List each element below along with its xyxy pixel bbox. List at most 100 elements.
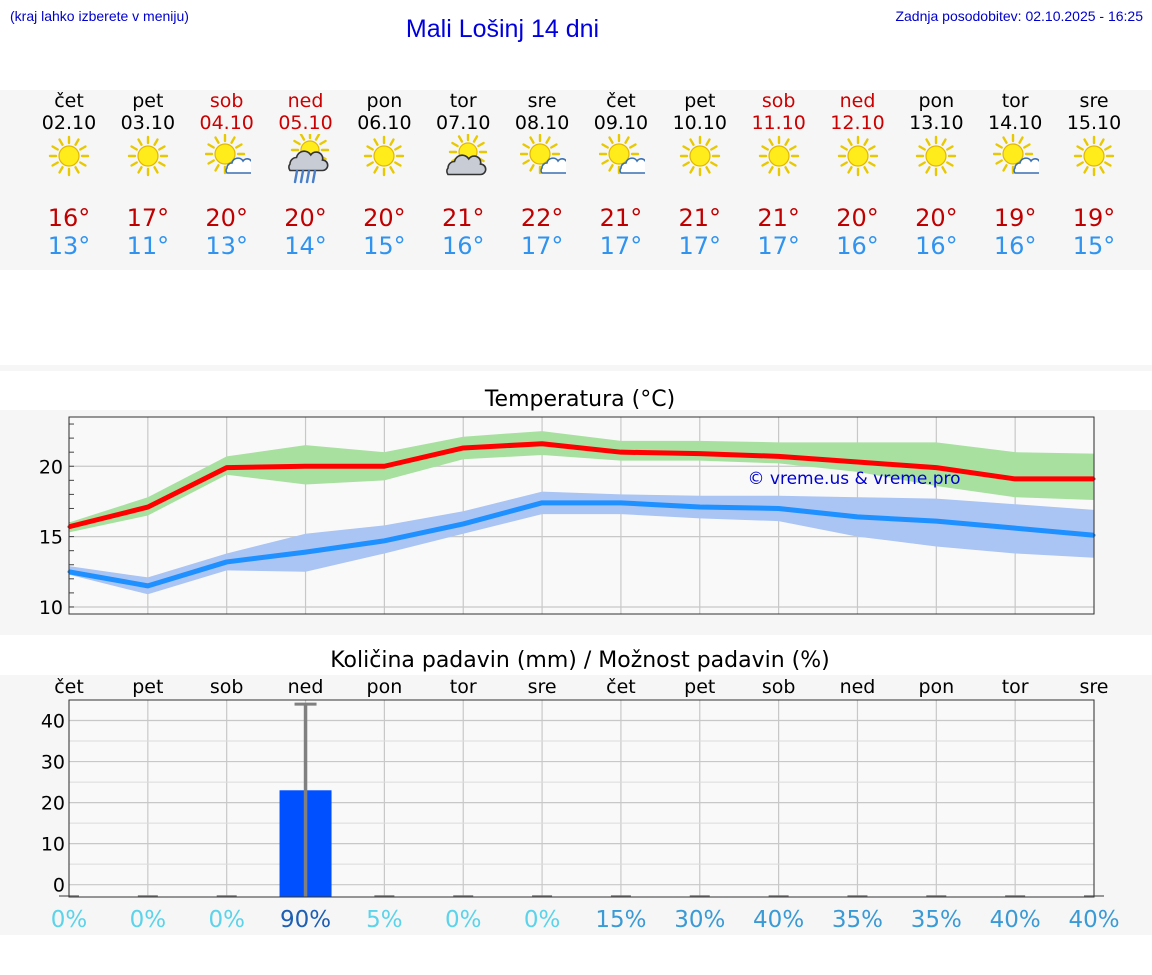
day-name: sre xyxy=(527,90,557,112)
day-column: pon 06.10 20° 15° xyxy=(344,90,424,260)
sun-icon xyxy=(660,134,740,196)
max-temperature-point xyxy=(777,454,781,458)
min-temperature: 15° xyxy=(363,232,406,260)
min-temperature-point xyxy=(698,505,702,509)
x-category-label: ned xyxy=(288,676,324,698)
day-name: ned xyxy=(287,90,324,112)
x-category-label: pon xyxy=(367,676,403,698)
precipitation-probability-label: 40% xyxy=(753,907,804,933)
min-temperature: 11° xyxy=(126,232,170,260)
day-column: pet 10.10 21° 17° xyxy=(660,90,740,260)
max-temperature-point xyxy=(1013,477,1017,481)
min-temperature: 17° xyxy=(678,232,722,260)
x-category-label: tor xyxy=(1002,676,1029,698)
min-temperature: 17° xyxy=(757,232,800,260)
max-temperature: 20° xyxy=(205,204,248,232)
cloud-sun-icon xyxy=(423,134,503,196)
min-temperature: 17° xyxy=(520,232,564,260)
day-column: čet 09.10 21° 17° xyxy=(581,90,661,260)
day-date: 04.10 xyxy=(199,112,254,134)
max-temperature: 21° xyxy=(599,204,643,232)
max-temperature: 20° xyxy=(363,204,406,232)
y-tick-label: 10 xyxy=(39,597,63,619)
day-date: 14.10 xyxy=(987,112,1043,134)
precipitation-probability-label: 15% xyxy=(595,907,646,933)
day-column: sre 15.10 19° 15° xyxy=(1054,90,1134,260)
section-separator xyxy=(0,365,1152,371)
precipitation-chart-title: Količina padavin (mm) / Možnost padavin … xyxy=(330,648,830,673)
day-date: 08.10 xyxy=(514,112,570,134)
max-temperature: 21° xyxy=(441,204,485,232)
sun-icon xyxy=(739,134,819,196)
y-tick-label: 30 xyxy=(41,752,65,774)
x-category-label: ned xyxy=(840,676,876,698)
day-name: čet xyxy=(54,90,84,112)
day-name: sre xyxy=(1079,90,1109,112)
x-category-label: sre xyxy=(528,676,557,698)
day-column: ned 12.10 20° 16° xyxy=(818,90,898,260)
precipitation-chart: čet pet sob ned pon tor sre čet pet sob ned pon tor s… xyxy=(41,676,1120,933)
y-tick-label: 0 xyxy=(53,875,65,897)
min-temperature-point xyxy=(777,506,781,510)
min-temperature-point xyxy=(619,501,623,505)
temperature-chart: 10 15 20 © vreme.us & vreme.pro xyxy=(39,416,1096,619)
day-name: čet xyxy=(606,90,636,112)
day-date: 07.10 xyxy=(436,112,491,134)
max-temperature: 19° xyxy=(1072,204,1116,232)
max-temperature: 19° xyxy=(993,204,1037,232)
min-temperature-point xyxy=(1013,526,1017,530)
x-category-label: tor xyxy=(450,676,477,698)
min-temperature: 15° xyxy=(1072,232,1116,260)
sun-cloud-icon xyxy=(975,134,1055,196)
max-temperature-point xyxy=(461,446,465,450)
day-column: čet 02.10 16° 13° xyxy=(29,90,109,260)
day-column: sre 08.10 22° 17° xyxy=(502,90,582,260)
max-temperature-range-band xyxy=(69,431,1094,533)
daily-forecast-strip xyxy=(0,90,1152,270)
sun-cloud-rain-icon xyxy=(266,134,346,196)
page-title: Mali Lošinj 14 dni xyxy=(405,15,600,43)
day-date: 06.10 xyxy=(357,112,412,134)
day-name: tor xyxy=(1001,90,1029,112)
day-date: 15.10 xyxy=(1066,112,1122,134)
min-temperature: 13° xyxy=(47,232,91,260)
watermark: © vreme.us & vreme.pro xyxy=(747,469,960,489)
precipitation-probability-label: 40% xyxy=(990,907,1041,933)
min-temperature-point xyxy=(225,560,229,564)
min-temperature: 13° xyxy=(205,232,248,260)
min-temperature-point xyxy=(382,539,386,543)
location-hint[interactable]: (kraj lahko izberete v meniju) xyxy=(10,8,189,24)
max-temperature-point xyxy=(855,460,859,464)
day-column: sob 04.10 20° 13° xyxy=(187,90,267,260)
min-temperature: 16° xyxy=(993,232,1037,260)
y-tick-label: 20 xyxy=(39,456,63,478)
min-temperature-point xyxy=(461,522,465,526)
min-temperature-point xyxy=(540,501,544,505)
x-category-label: čet xyxy=(606,676,636,698)
x-category-label: sre xyxy=(1080,676,1109,698)
x-category-label: pet xyxy=(132,676,163,698)
day-date: 11.10 xyxy=(751,112,806,134)
min-temperature-point xyxy=(304,550,308,554)
day-column: tor 14.10 19° 16° xyxy=(975,90,1055,260)
max-temperature: 20° xyxy=(284,204,327,232)
sun-icon xyxy=(818,134,898,196)
day-name: pet xyxy=(684,90,716,112)
min-temperature-line xyxy=(68,500,1095,589)
min-temperature-point xyxy=(855,515,859,519)
max-temperature-point xyxy=(619,450,623,454)
precipitation-probability-label: 40% xyxy=(1068,907,1119,933)
sun-icon xyxy=(896,134,976,196)
day-name: pon xyxy=(366,90,403,112)
day-column: ned 05.10 20° 14° xyxy=(266,90,346,260)
day-date: 12.10 xyxy=(830,112,885,134)
max-temperature-point xyxy=(698,452,702,456)
sun-cloud-icon xyxy=(502,134,582,196)
min-temperature: 16° xyxy=(441,232,485,260)
precipitation-probability-label: 35% xyxy=(911,907,962,933)
precipitation-probability-label: 5% xyxy=(366,907,403,933)
min-temperature-point xyxy=(934,519,938,523)
sun-icon xyxy=(29,134,109,196)
min-temperature: 16° xyxy=(915,232,958,260)
day-name: pon xyxy=(918,90,955,112)
